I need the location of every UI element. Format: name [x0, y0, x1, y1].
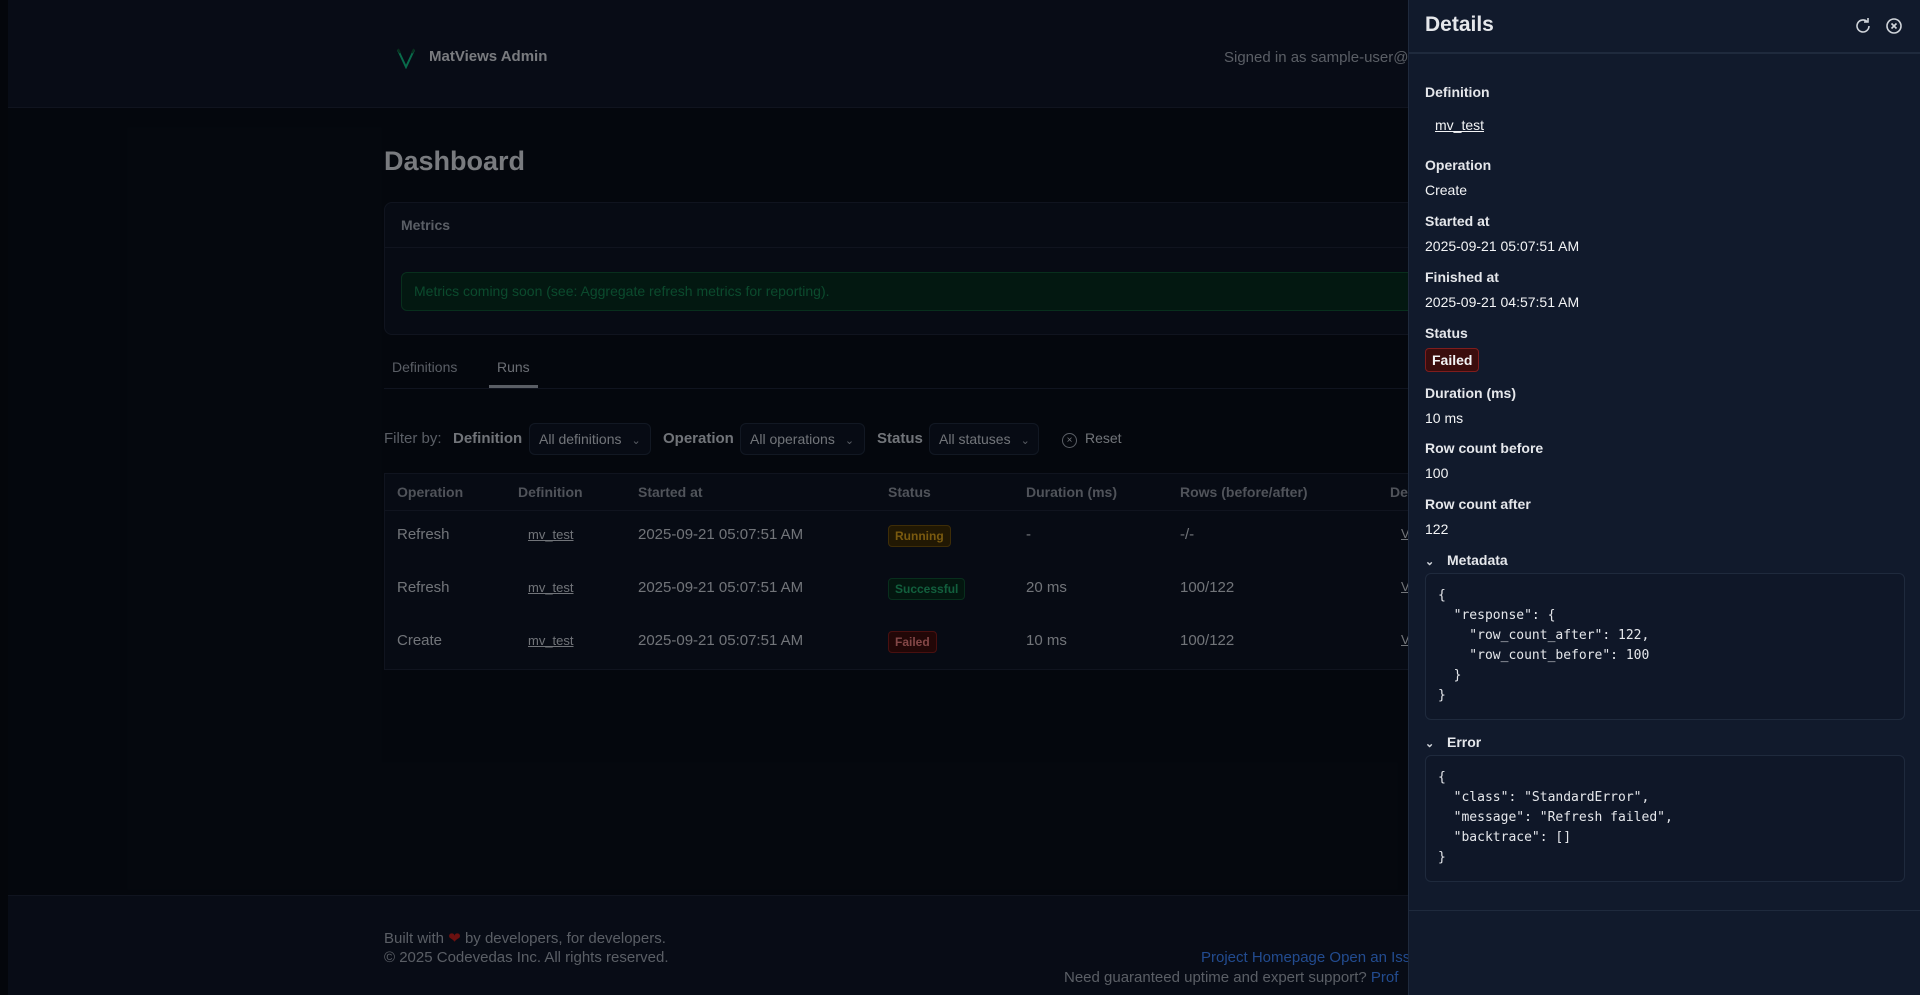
started-at-label: Started at [1425, 213, 1490, 229]
close-circle-icon: × [1062, 433, 1077, 448]
metadata-label: Metadata [1447, 552, 1508, 568]
row-duration: 20 ms [1026, 579, 1067, 596]
panel-divider [1409, 910, 1920, 911]
row-count-before-label: Row count before [1425, 440, 1544, 456]
finished-at-label: Finished at [1425, 269, 1499, 285]
chevron-down-icon: ⌄ [1020, 435, 1030, 447]
error-toggle[interactable]: ⌄ Error [1425, 734, 1481, 750]
chevron-down-icon: ⌄ [1425, 556, 1435, 568]
built-with-post: by developers, for developers. [464, 930, 666, 947]
started-at-value: 2025-09-21 05:07:51 AM [1425, 238, 1580, 254]
metrics-card: Metrics Metrics coming soon (see: Aggreg… [384, 202, 1584, 335]
row-definition-link[interactable]: mv_test [528, 527, 574, 542]
definition-select[interactable]: All definitions ⌄ [529, 423, 651, 455]
row-status-badge: Successful [888, 578, 966, 600]
duration-value: 10 ms [1425, 410, 1464, 426]
close-icon[interactable] [1884, 16, 1904, 36]
row-view-link[interactable]: V [1401, 579, 1410, 594]
definition-label: Definition [1425, 84, 1490, 100]
reset-label: Reset [1085, 430, 1122, 446]
row-view-link[interactable]: V [1401, 632, 1410, 647]
details-panel: Details Definition mv_test Operation Cre… [1408, 0, 1920, 995]
duration-label: Duration (ms) [1425, 385, 1516, 401]
filter-status-label: Status [877, 430, 923, 447]
reset-button[interactable]: × Reset [1062, 430, 1122, 448]
page-title: Dashboard [384, 146, 526, 176]
row-definition-link[interactable]: mv_test [528, 633, 574, 648]
tab-runs[interactable]: Runs [489, 359, 538, 388]
column-header-definition: Definition [518, 484, 583, 500]
column-header-duration: Duration (ms) [1026, 484, 1117, 500]
copyright: © 2025 Codevedas Inc. All rights reserve… [384, 949, 669, 966]
operation-value: Create [1425, 182, 1468, 198]
operation-select[interactable]: All operations ⌄ [740, 423, 865, 455]
row-rows: -/- [1180, 526, 1195, 543]
professional-support-link[interactable]: Prof [1370, 969, 1399, 986]
status-label: Status [1425, 325, 1468, 341]
project-homepage-link[interactable]: Project Homepage [1201, 949, 1326, 966]
operation-label: Operation [1425, 157, 1492, 173]
details-title: Details [1425, 13, 1494, 36]
metrics-notice: Metrics coming soon (see: Aggregate refr… [401, 272, 1583, 311]
row-count-before-value: 100 [1425, 465, 1449, 481]
open-issue-link[interactable]: Open an Iss [1329, 949, 1411, 966]
metadata-toggle[interactable]: ⌄ Metadata [1425, 552, 1508, 568]
row-status-badge: Failed [888, 631, 937, 653]
status-select-value: All statuses [939, 431, 1011, 447]
built-with-pre: Built with [384, 930, 445, 947]
heart-icon: ❤ [448, 930, 461, 947]
error-label: Error [1447, 734, 1482, 750]
built-with-text: Built with ❤ by developers, for develope… [384, 929, 666, 947]
row-duration: - [1026, 526, 1031, 543]
runs-table: Operation Definition Started at Status D… [384, 473, 1484, 670]
chevron-down-icon: ⌄ [631, 435, 641, 447]
column-header-started-at: Started at [638, 484, 703, 500]
row-started-at: 2025-09-21 05:07:51 AM [638, 579, 804, 596]
metadata-json: { "response": { "row_count_after": 122, … [1425, 573, 1905, 720]
header-divider [385, 510, 1483, 511]
row-operation: Create [397, 632, 443, 649]
status-badge: Failed [1425, 348, 1480, 372]
support-text: Need guaranteed uptime and expert suppor… [1064, 969, 1367, 986]
column-header-operation: Operation [397, 484, 464, 500]
filter-operation-label: Operation [663, 430, 734, 447]
definition-link[interactable]: mv_test [1435, 117, 1485, 133]
finished-at-value: 2025-09-21 04:57:51 AM [1425, 294, 1580, 310]
definition-select-value: All definitions [539, 431, 622, 447]
brand-name[interactable]: MatViews Admin [429, 48, 548, 65]
row-operation: Refresh [397, 526, 450, 543]
matviews-logo-icon [397, 48, 415, 69]
chevron-down-icon: ⌄ [1425, 738, 1435, 750]
signed-in-text: Signed in as sample-user@e [1224, 49, 1417, 66]
chevron-down-icon: ⌄ [844, 435, 855, 447]
status-select[interactable]: All statuses ⌄ [929, 423, 1039, 455]
tab-definitions[interactable]: Definitions [392, 359, 458, 375]
row-view-link[interactable]: V [1401, 526, 1410, 541]
row-definition-link[interactable]: mv_test [528, 580, 574, 595]
column-header-details: De [1390, 484, 1408, 500]
row-duration: 10 ms [1026, 632, 1067, 649]
column-header-status: Status [888, 484, 931, 500]
row-operation: Refresh [397, 579, 450, 596]
filter-by-label: Filter by: [384, 430, 442, 447]
row-count-after-value: 122 [1425, 521, 1449, 537]
row-rows: 100/122 [1180, 579, 1235, 596]
row-rows: 100/122 [1180, 632, 1235, 649]
operation-select-value: All operations [750, 431, 835, 447]
row-count-after-label: Row count after [1425, 496, 1531, 512]
page-edge [0, 0, 8, 995]
filter-definition-label: Definition [453, 430, 523, 447]
row-started-at: 2025-09-21 05:07:51 AM [638, 632, 804, 649]
row-started-at: 2025-09-21 05:07:51 AM [638, 526, 804, 543]
column-header-rows: Rows (before/after) [1180, 484, 1308, 500]
details-header: Details [1409, 0, 1920, 54]
row-status-badge: Running [888, 525, 951, 547]
tabs-divider [384, 388, 1484, 389]
metrics-title: Metrics [385, 203, 1583, 248]
error-json: { "class": "StandardError", "message": "… [1425, 755, 1905, 882]
refresh-icon[interactable] [1853, 16, 1873, 36]
